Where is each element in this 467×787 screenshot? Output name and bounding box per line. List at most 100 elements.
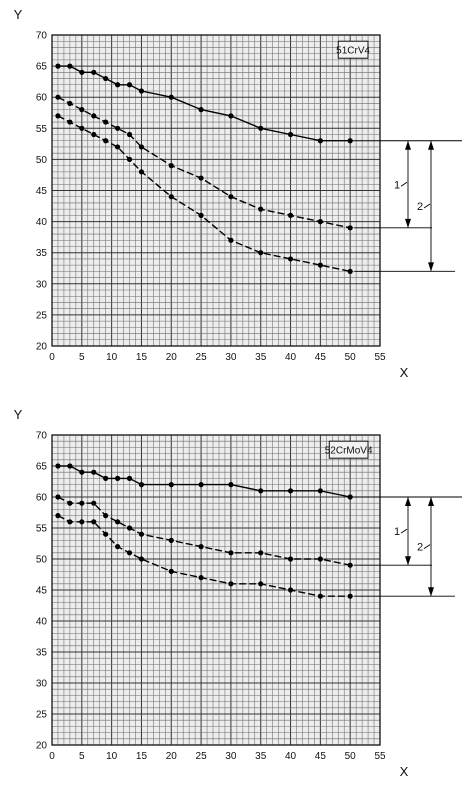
x-tick-label: 10 — [106, 751, 118, 762]
y-tick-label: 25 — [36, 310, 48, 321]
material-label: 52CrMoV4 — [325, 446, 373, 457]
dimension-arrow-up — [405, 140, 411, 150]
data-point — [115, 125, 121, 131]
y-tick-label: 35 — [36, 248, 48, 259]
data-point — [67, 500, 73, 506]
dimension-markers: 12 — [350, 140, 462, 272]
x-tick-label: 20 — [166, 352, 178, 363]
series-3 — [55, 513, 353, 599]
data-point — [198, 544, 204, 550]
data-point — [198, 107, 204, 113]
y-tick-label: 45 — [36, 586, 48, 597]
x-tick-label: 0 — [49, 352, 55, 363]
x-tick-label: 55 — [374, 352, 386, 363]
data-point — [55, 94, 61, 100]
x-tick-label: 40 — [285, 352, 297, 363]
data-point — [91, 469, 97, 475]
y-tick-label: 65 — [36, 62, 48, 73]
y-axis-label: Y — [14, 407, 23, 422]
y-tick-label: 45 — [36, 186, 48, 197]
series-1 — [55, 63, 353, 144]
x-tick-label: 45 — [315, 352, 327, 363]
material-label: 51CrV4 — [336, 46, 370, 57]
dimension-arrow-up — [428, 140, 434, 150]
y-tick-label: 35 — [36, 648, 48, 659]
data-point — [55, 113, 61, 119]
chart-51crv4: 20 25 30 35 40 45 50 55 60 65 70 0 5 10 15 20 25 30 35 40 45… — [14, 7, 462, 380]
data-point — [228, 113, 234, 119]
data-point — [228, 482, 234, 488]
data-point — [287, 587, 294, 593]
y-axis-label: Y — [14, 7, 23, 22]
data-point — [79, 469, 85, 475]
x-tick-label: 15 — [136, 352, 148, 363]
x-tick-label: 25 — [196, 352, 208, 363]
data-point — [91, 113, 97, 119]
dimension-label-2: 2 — [417, 201, 423, 213]
data-point — [258, 488, 264, 494]
dimension-arrow-up — [428, 497, 434, 506]
data-point — [317, 219, 323, 225]
data-point — [258, 125, 264, 131]
y-tick-label: 30 — [36, 279, 48, 290]
data-point — [347, 225, 353, 231]
data-point — [317, 138, 323, 144]
y-tick-label: 65 — [36, 462, 48, 473]
data-point — [258, 581, 264, 587]
data-point — [258, 550, 264, 556]
dimension-label-1: 1 — [394, 526, 400, 538]
data-point — [79, 519, 85, 525]
dimension-label-2: 2 — [417, 542, 423, 554]
dimension-arrow-down — [405, 218, 411, 228]
data-point — [126, 475, 133, 481]
y-tick-label: 50 — [36, 155, 48, 166]
series-3 — [55, 113, 353, 274]
data-point — [67, 100, 73, 107]
data-point — [258, 206, 264, 212]
data-point — [138, 556, 145, 562]
data-point — [126, 525, 133, 531]
data-point — [168, 482, 174, 488]
y-tick-label: 30 — [36, 679, 48, 690]
data-point — [168, 194, 174, 200]
dimension-arrow-down — [428, 262, 434, 272]
data-point — [103, 138, 109, 144]
dimension-leader — [400, 181, 408, 187]
dimension-markers: 12 — [350, 496, 462, 597]
data-point — [198, 212, 204, 218]
data-point — [317, 488, 323, 494]
x-tick-label: 30 — [225, 352, 237, 363]
dimension-leader — [423, 203, 431, 209]
data-point — [115, 475, 121, 481]
data-point — [79, 125, 85, 131]
data-point — [228, 581, 234, 587]
data-point — [198, 482, 204, 488]
series-2 — [55, 494, 353, 568]
x-tick-label: 15 — [136, 751, 148, 762]
data-point — [55, 494, 61, 500]
x-tick-label: 35 — [255, 751, 267, 762]
data-point — [168, 537, 174, 544]
material-label-box — [328, 440, 369, 459]
data-point — [103, 513, 109, 519]
y-tick-label: 25 — [36, 710, 48, 721]
grid — [51, 34, 381, 347]
data-point — [67, 519, 73, 525]
x-tick-label: 5 — [79, 751, 85, 762]
data-point — [347, 593, 353, 599]
x-tick-label: 10 — [106, 352, 118, 363]
chart-52crmov4: 20 25 30 35 40 45 50 55 60 65 70 0 5 10 15 20 25 30 35 40 45… — [14, 407, 462, 779]
data-point — [228, 237, 234, 243]
dimension-leader — [400, 528, 408, 534]
data-point — [287, 556, 294, 562]
data-point — [198, 175, 204, 181]
data-point — [67, 63, 73, 69]
data-point — [347, 562, 353, 568]
data-point — [126, 550, 133, 556]
data-point — [103, 119, 109, 125]
y-tick-label: 40 — [36, 217, 48, 228]
data-point — [287, 256, 294, 262]
x-tick-label: 35 — [255, 352, 267, 363]
y-tick-label: 60 — [36, 493, 48, 504]
y-tick-label: 60 — [36, 93, 48, 104]
